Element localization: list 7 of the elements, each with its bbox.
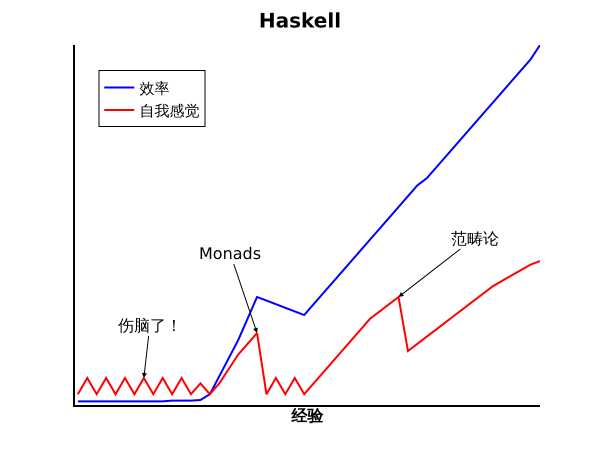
annotation: 范畴论 xyxy=(451,229,499,248)
legend-label: 自我感觉 xyxy=(139,102,200,120)
annotation: Monads xyxy=(199,244,262,263)
chart-title: Haskell xyxy=(258,8,342,32)
annotation: 伤脑了！ xyxy=(118,316,182,335)
legend-label: 效率 xyxy=(139,79,170,98)
x-axis-title: 经验 xyxy=(290,406,324,426)
